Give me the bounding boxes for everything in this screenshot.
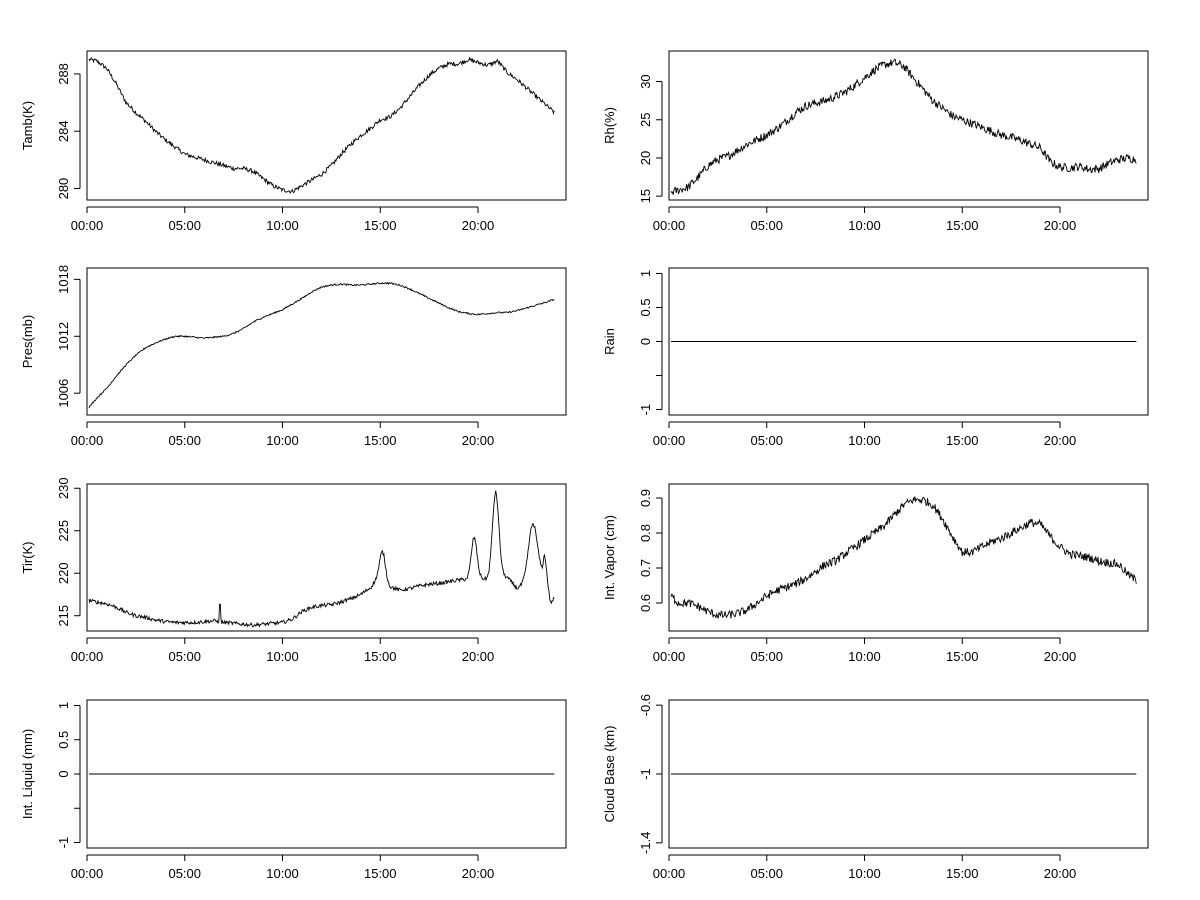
y-tick-label: 0.7	[638, 559, 653, 577]
x-tick-label: 10:00	[266, 866, 299, 881]
y-tick-label: 1	[638, 270, 653, 277]
y-tick-label: -0.6	[638, 694, 653, 716]
panel-tir: 00:00 05:00 10:00 15:00 20:00 215 220 225 230 Tir…	[20, 477, 567, 664]
x-tick-label: 15:00	[364, 649, 397, 664]
y-tick-label: 215	[56, 605, 71, 627]
x-tick-label: 10:00	[266, 218, 299, 233]
series-line	[88, 490, 555, 628]
x-tick-label: 00:00	[653, 433, 686, 448]
y-tick-label: -1.4	[638, 832, 653, 854]
x-tick-label: 10:00	[848, 866, 881, 881]
panel-cloud-base: 00:00 05:00 10:00 15:00 20:00 -1.4 -1 -0.6 Cloud…	[602, 694, 1149, 881]
y-axis-label: Tir(K)	[20, 541, 35, 573]
y-tick-label: 0	[56, 770, 71, 777]
y-tick-label: 280	[56, 178, 71, 200]
panel-rh: 00:00 05:00 10:00 15:00 20:00 15 20 25 30 Rh(%)	[602, 50, 1149, 233]
plot-frame	[86, 699, 567, 849]
x-tick-label: 15:00	[946, 218, 979, 233]
x-tick-label: 00:00	[71, 433, 104, 448]
plot-frame	[668, 267, 1149, 416]
x-tick-label: 20:00	[1044, 218, 1077, 233]
plot-frame	[86, 483, 567, 632]
y-tick-label: 1018	[56, 265, 71, 294]
x-tick-label: 10:00	[848, 649, 881, 664]
x-tick-label: 10:00	[266, 649, 299, 664]
series-line	[670, 58, 1137, 195]
x-tick-label: 10:00	[848, 433, 881, 448]
y-tick-label: 220	[56, 562, 71, 584]
x-tick-label: 00:00	[653, 649, 686, 664]
plot-frame	[668, 50, 1149, 201]
y-tick-label: 1	[56, 702, 71, 709]
x-tick-label: 05:00	[168, 866, 201, 881]
panel-pres: 00:00 05:00 10:00 15:00 20:00 1006 1012 1018 Pre…	[20, 265, 567, 448]
x-tick-label: 20:00	[462, 218, 495, 233]
x-tick-label: 10:00	[848, 218, 881, 233]
x-tick-label: 05:00	[168, 218, 201, 233]
y-tick-label: -1	[638, 768, 653, 780]
series-line	[670, 496, 1137, 619]
y-axis-label: Int. Liquid (mm)	[20, 729, 35, 819]
panel-int-vapor: 00:00 05:00 10:00 15:00 20:00 0.6 0.7 0.8 0.9 Int…	[602, 483, 1149, 664]
x-tick-label: 20:00	[462, 866, 495, 881]
y-tick-label: 0.6	[638, 594, 653, 612]
plot-frame	[86, 50, 567, 201]
panel-tamb: 00:00 05:00 10:00 15:00 20:00 280 284 288 Tamb(K…	[20, 50, 567, 233]
y-tick-label: 0	[638, 338, 653, 345]
x-tick-label: 05:00	[750, 866, 783, 881]
plot-frame	[668, 699, 1149, 849]
y-axis-label: Cloud Base (km)	[602, 726, 617, 823]
plot-frame	[668, 483, 1149, 632]
panel-rain: 00:00 05:00 10:00 15:00 20:00 -1 0 0.5 1 Rain	[602, 267, 1149, 448]
x-tick-label: 00:00	[653, 218, 686, 233]
x-tick-label: 15:00	[946, 866, 979, 881]
y-tick-label: 30	[638, 74, 653, 88]
series-line	[88, 56, 555, 194]
x-tick-label: 20:00	[1044, 433, 1077, 448]
y-axis-label: Rain	[602, 328, 617, 355]
y-tick-label: 1006	[56, 379, 71, 408]
y-axis-label: Tamb(K)	[20, 101, 35, 150]
y-tick-label: -1	[638, 404, 653, 416]
y-tick-label: 20	[638, 151, 653, 165]
y-tick-label: 0.5	[638, 298, 653, 316]
x-tick-label: 15:00	[364, 866, 397, 881]
y-tick-label: 225	[56, 520, 71, 542]
x-tick-label: 10:00	[266, 433, 299, 448]
x-tick-label: 15:00	[946, 433, 979, 448]
x-tick-label: 00:00	[653, 866, 686, 881]
y-tick-label: 0.9	[638, 489, 653, 507]
x-tick-label: 20:00	[1044, 866, 1077, 881]
y-tick-label: 1012	[56, 322, 71, 351]
x-tick-label: 05:00	[168, 649, 201, 664]
x-tick-label: 00:00	[71, 866, 104, 881]
y-axis-label: Rh(%)	[602, 107, 617, 144]
x-tick-label: 05:00	[750, 649, 783, 664]
y-tick-label: 284	[56, 120, 71, 142]
y-axis-label: Pres(mb)	[20, 315, 35, 368]
x-tick-label: 15:00	[946, 649, 979, 664]
x-tick-label: 05:00	[750, 218, 783, 233]
plot-frame	[86, 267, 567, 416]
y-tick-label: 15	[638, 189, 653, 203]
y-axis-label: Int. Vapor (cm)	[602, 515, 617, 600]
x-tick-label: 20:00	[1044, 649, 1077, 664]
y-tick-label: -1	[56, 837, 71, 849]
y-tick-label: 25	[638, 113, 653, 127]
y-tick-label: 0.8	[638, 524, 653, 542]
x-tick-label: 15:00	[364, 433, 397, 448]
x-tick-label: 00:00	[71, 649, 104, 664]
y-tick-label: 230	[56, 477, 71, 499]
x-tick-label: 05:00	[168, 433, 201, 448]
x-tick-label: 20:00	[462, 649, 495, 664]
x-tick-label: 05:00	[750, 433, 783, 448]
y-tick-label: 0.5	[56, 731, 71, 749]
panel-int-liquid: 00:00 05:00 10:00 15:00 20:00 -1 0 0.5 1 Int. Liq…	[20, 699, 567, 881]
x-tick-label: 20:00	[462, 433, 495, 448]
y-tick-label: 288	[56, 63, 71, 85]
x-tick-label: 00:00	[71, 218, 104, 233]
series-line	[88, 281, 555, 409]
x-tick-label: 15:00	[364, 218, 397, 233]
